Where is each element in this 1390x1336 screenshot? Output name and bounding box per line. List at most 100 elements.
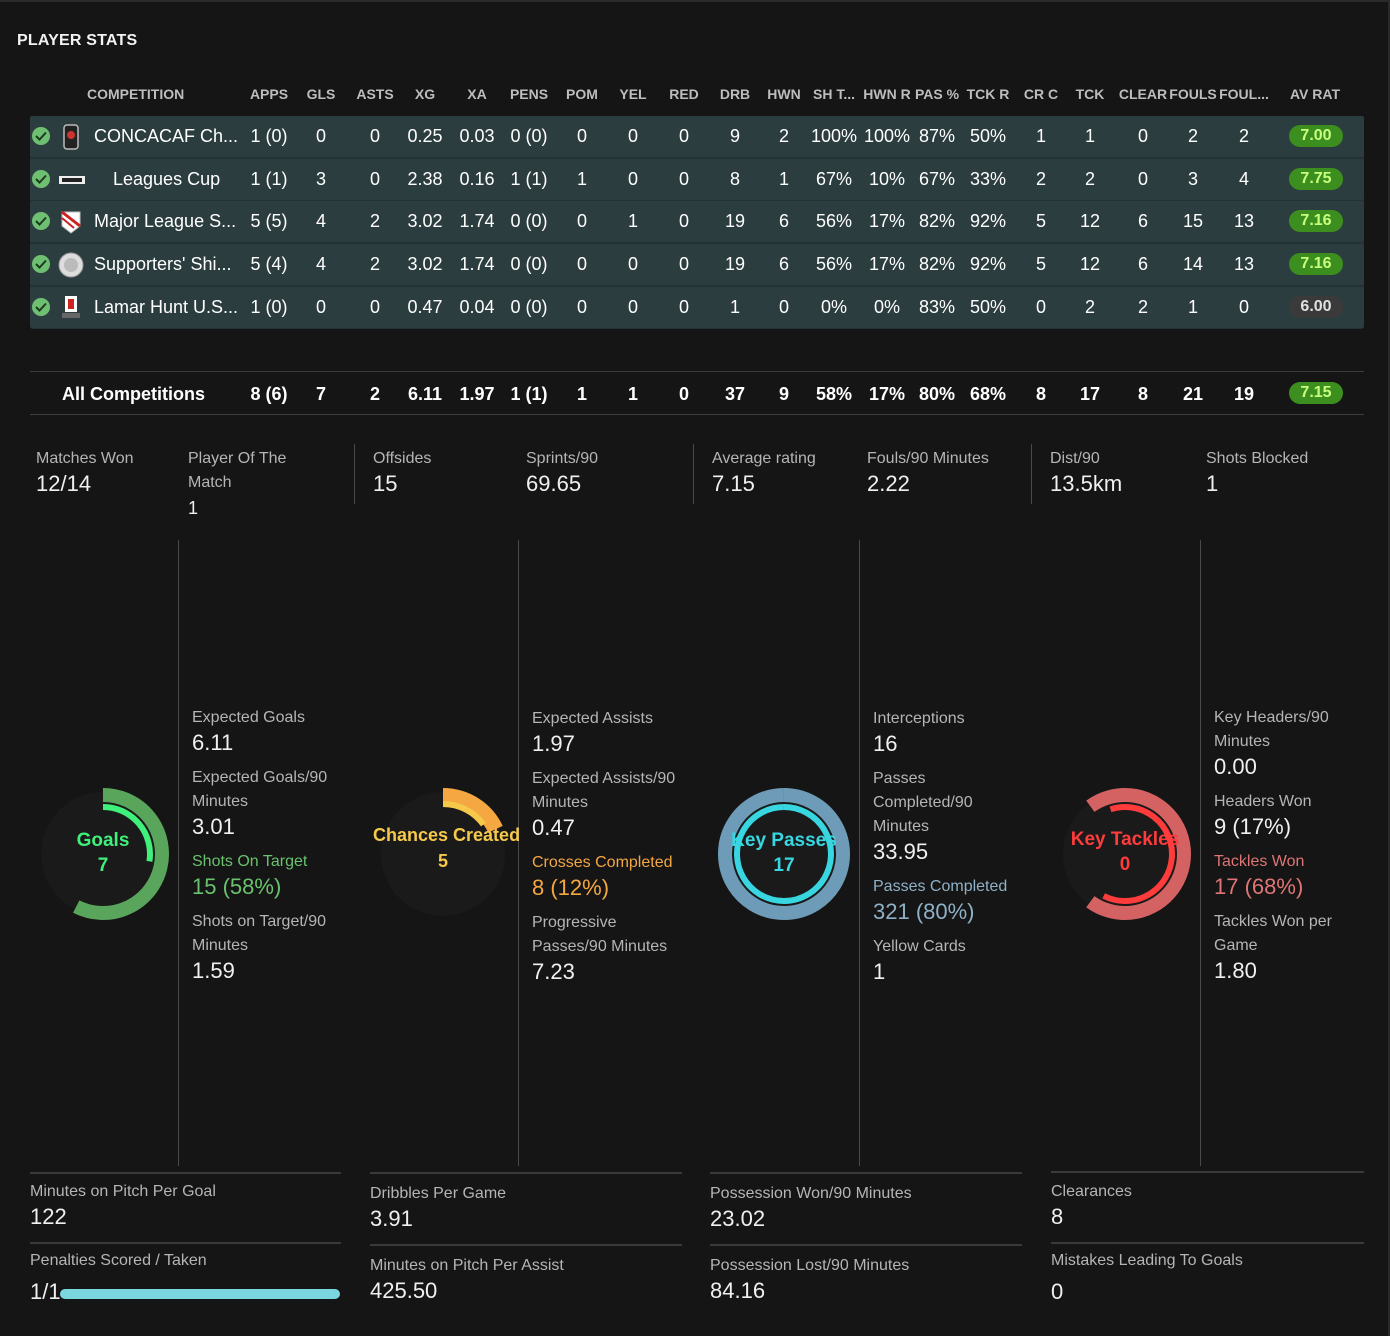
column-header[interactable]: FOULS [1169,86,1217,102]
table-cell: 1 (0) [250,297,288,317]
column-header[interactable]: CLEAR [1118,86,1168,102]
check-icon [32,170,50,188]
column-header[interactable]: ASTS [356,86,394,102]
table-cell: 0.04 [459,297,495,317]
table-cell: 0% [873,297,901,317]
column-header[interactable]: XG [414,86,436,102]
column-header[interactable]: APPS [249,86,289,102]
totals-cell: 80% [918,384,956,404]
table-row[interactable]: Leagues Cup 1 (1) 3 0 2.38 0.16 1 (1) 1 0 0 8 1 67% 1… [30,159,1364,200]
table-cell: 0 (0) [510,126,548,146]
table-cell: 0.47 [407,297,443,317]
table-cell: 2 [1035,169,1047,189]
column-header[interactable]: CR C [1023,86,1059,102]
table-cell: 0 [627,169,639,189]
rating-badge: 7.16 [1289,210,1343,232]
table-row[interactable]: Lamar Hunt U.S... 1 (0) 0 0 0.47 0.04 0 (0) 0 0 0… [30,287,1364,328]
column-header[interactable]: DRB [719,86,751,102]
divider [1031,444,1032,504]
passes-completed-90: Passes Completed/90 Minutes 33.95 [873,770,973,864]
column-header[interactable]: POM [566,86,598,102]
totals-cell: 68% [969,384,1007,404]
competition-table: CONCACAF Ch... 1 (0) 0 0 0.25 0.03 0 (0) 0 0 0 9 2 1… [30,116,1364,329]
clearances: Clearances 8 [1051,1183,1132,1229]
column-header[interactable]: GLS [306,86,336,102]
competition-name[interactable]: Lamar Hunt U.S... [94,297,239,317]
table-cell: 3 [1187,169,1199,189]
minutes-per-assist: Minutes on Pitch Per Assist 425.50 [370,1257,564,1303]
ring-track [718,788,850,920]
tackles-won-per-game: Tackles Won per Game 1.80 [1214,913,1332,983]
column-header[interactable]: PENS [509,86,549,102]
column-header[interactable]: HWN R [863,86,911,102]
table-cell: 13 [1233,211,1255,231]
table-row[interactable]: Supporters' Shi... 5 (4) 4 2 3.02 1.74 0 (0) 0 0… [30,244,1364,285]
competition-name[interactable]: Leagues Cup [113,169,221,189]
table-cell: 1 [576,169,588,189]
competition-name[interactable]: Major League S... [94,211,237,231]
table-cell: 67% [815,169,853,189]
table-cell: 92% [969,254,1007,274]
divider [693,444,694,504]
table-cell: 0 [315,297,327,317]
minutes-per-goal: Minutes on Pitch Per Goal 122 [30,1183,216,1229]
totals-cell: 1 [627,384,639,404]
table-cell: 0 [369,169,381,189]
table-cell: 87% [918,126,956,146]
competition-name[interactable]: CONCACAF Ch... [94,126,239,146]
table-cell: 9 [729,126,741,146]
column-header[interactable]: TCK R [966,86,1010,102]
leagues-cup-logo [58,166,86,194]
check-icon [32,127,50,145]
table-cell: 0 [1137,169,1149,189]
table-row[interactable]: Major League S... 5 (5) 4 2 3.02 1.74 0 (0) 0 1 0… [30,201,1364,242]
column-header[interactable]: RED [669,86,699,102]
column-header[interactable]: COMPETITION [87,86,185,102]
column-header[interactable]: PAS % [914,86,960,102]
column-header[interactable]: XA [467,86,487,102]
table-cell: 1 (1) [510,169,548,189]
ring-progress [442,801,486,827]
table-cell: 56% [815,254,853,274]
defending-stats: Key Headers/90 Minutes 0.00 Headers Won 9 … [1214,706,1364,994]
key-tackles-ring: Key Tackles 0 [1055,784,1195,924]
column-header[interactable]: YEL [619,86,647,102]
totals-cell: 0 [678,384,690,404]
divider [30,1242,341,1244]
possession-stats: Interceptions 16 Passes Completed/90 Minu… [873,707,1023,995]
table-cell: 2 [369,211,381,231]
table-cell: 0 [678,211,690,231]
table-cell: 0 [315,126,327,146]
table-cell: 0 (0) [510,211,548,231]
table-cell: 3.02 [407,254,443,274]
table-cell: 5 [1035,254,1047,274]
check-icon [32,212,50,230]
table-cell: 1 (1) [250,169,288,189]
divider [710,1244,1022,1246]
rating-badge: 6.00 [1289,296,1343,318]
table-cell: 0 (0) [510,297,548,317]
column-header[interactable]: SH T... [812,86,856,102]
column-header[interactable]: FOUL... [1219,86,1269,102]
competition-name[interactable]: Supporters' Shi... [94,254,232,274]
table-cell: 50% [969,126,1007,146]
table-cell: 0 [627,254,639,274]
totals-cell: 1 [576,384,588,404]
table-cell: 0.03 [459,126,495,146]
table-row[interactable]: CONCACAF Ch... 1 (0) 0 0 0.25 0.03 0 (0) 0 0 0 9 2 1… [30,116,1364,157]
table-cell: 15 [1182,211,1204,231]
table-cell: 2 [1084,297,1096,317]
totals-cell: 17% [868,384,906,404]
table-cell: 1 [1187,297,1199,317]
column-header[interactable]: HWN [767,86,801,102]
table-cell: 1 [1035,126,1047,146]
totals-cell: 21 [1182,384,1204,404]
column-header[interactable]: AV RAT [1289,86,1341,102]
column-header[interactable]: TCK [1075,86,1105,102]
shots-on-target-90: Shots on Target/90 Minutes 1.59 [192,913,327,983]
summary-matches-won: Matches Won 12/14 [36,450,134,496]
table-cell: 8 [729,169,741,189]
table-cell: 4 [315,254,327,274]
progressive-passes-90: Progressive Passes/90 Minutes 7.23 [532,914,668,984]
